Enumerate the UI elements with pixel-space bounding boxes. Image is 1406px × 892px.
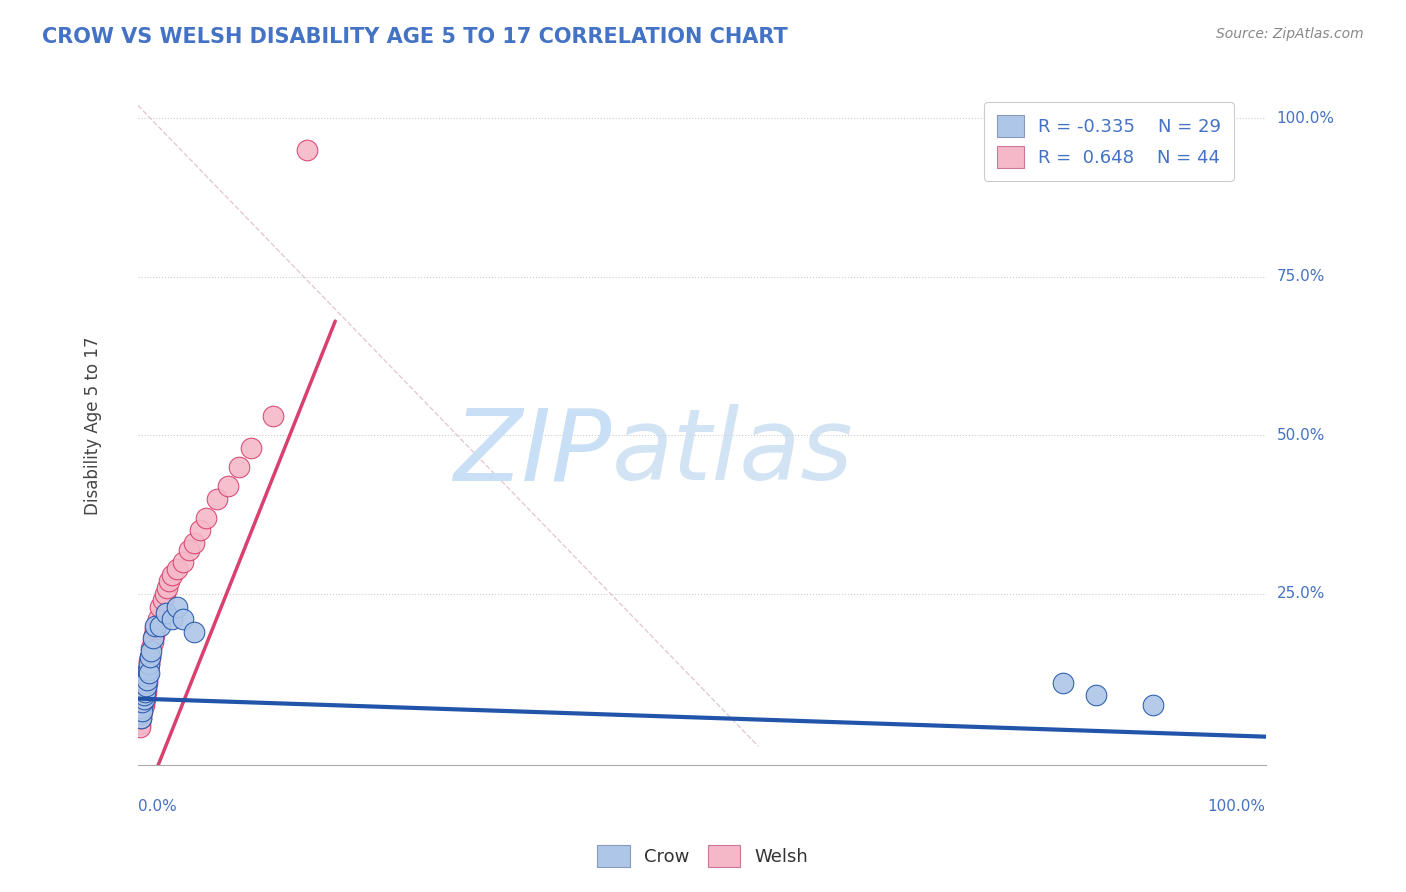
Point [183,536,205,550]
Point [143,622,166,636]
Point [143,618,166,632]
Point [159,574,181,589]
Point [205,491,228,506]
Point [156,581,179,595]
Point [148,612,170,626]
Point [177,542,200,557]
Text: ZIP: ZIP [453,404,612,501]
Point [141,640,163,655]
Point [129,707,152,722]
Point [135,675,157,690]
Point [217,479,239,493]
Point [129,701,152,715]
Point [172,612,194,626]
Point [132,689,155,703]
Legend: Crow, Welsh: Crow, Welsh [591,838,815,874]
Point [132,695,155,709]
Point [135,682,157,697]
Point [166,561,188,575]
Point [138,666,160,681]
Point [139,650,162,665]
Point [136,663,159,677]
Point [145,618,167,632]
Legend: R = -0.335    N = 29, R =  0.648    N = 44: R = -0.335 N = 29, R = 0.648 N = 44 [984,103,1234,180]
Point [132,691,155,706]
Point [135,669,157,683]
Point [134,682,156,697]
Point [152,593,174,607]
Point [239,441,262,455]
Point [131,701,153,715]
Point [129,711,152,725]
Point [228,460,250,475]
Text: atlas: atlas [612,404,853,501]
Text: Disability Age 5 to 17: Disability Age 5 to 17 [84,336,101,515]
Point [166,599,188,614]
Point [136,666,159,681]
Point [136,663,159,677]
Point [141,632,163,646]
Text: Source: ZipAtlas.com: Source: ZipAtlas.com [1216,27,1364,41]
Text: 100.0%: 100.0% [1208,799,1265,814]
Point [155,606,177,620]
Point [1085,689,1108,703]
Point [138,657,160,671]
Point [1142,698,1164,712]
Point [262,409,284,424]
Point [139,650,162,665]
Point [135,673,157,687]
Point [141,634,163,648]
Text: 100.0%: 100.0% [1277,111,1334,126]
Text: 0.0%: 0.0% [138,799,177,814]
Point [129,711,152,725]
Point [135,679,157,693]
Point [183,625,205,640]
Point [135,675,157,690]
Point [149,599,172,614]
Point [142,628,165,642]
Text: CROW VS WELSH DISABILITY AGE 5 TO 17 CORRELATION CHART: CROW VS WELSH DISABILITY AGE 5 TO 17 COR… [42,27,787,46]
Point [1052,675,1074,690]
Point [132,698,155,712]
Point [129,707,152,722]
Point [135,669,157,683]
Text: 25.0%: 25.0% [1277,586,1324,601]
Point [188,524,211,538]
Point [295,143,318,157]
Point [131,704,153,718]
Point [129,717,152,731]
Point [153,587,176,601]
Text: 75.0%: 75.0% [1277,269,1324,285]
Point [134,691,156,706]
Point [131,704,153,718]
Text: 50.0%: 50.0% [1277,428,1324,442]
Point [138,654,160,668]
Point [135,685,157,699]
Point [194,510,217,524]
Point [141,644,163,658]
Point [134,689,156,703]
Point [129,720,152,734]
Point [149,618,172,632]
Point [131,695,153,709]
Point [160,567,183,582]
Point [138,657,160,671]
Point [134,685,156,699]
Point [128,714,150,728]
Point [160,612,183,626]
Point [172,555,194,569]
